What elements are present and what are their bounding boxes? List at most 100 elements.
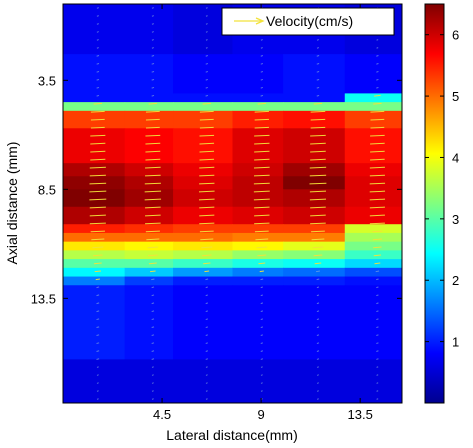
velocity-vector (150, 270, 156, 273)
velocity-vector (372, 238, 382, 241)
heatmap-cell (283, 189, 346, 208)
velocity-vector (96, 334, 100, 337)
heatmap-cell (283, 102, 346, 112)
heatmap-cell (344, 102, 402, 112)
velocity-vector (144, 198, 162, 201)
velocity-vector (205, 342, 208, 344)
heatmap-cell (124, 128, 174, 164)
velocity-vector (374, 262, 381, 265)
velocity-vector (316, 382, 319, 384)
velocity-vector (89, 214, 106, 217)
velocity-vector (144, 190, 162, 193)
velocity-vector (151, 7, 154, 9)
velocity-vector (199, 222, 215, 225)
velocity-vector (260, 334, 264, 336)
velocity-vector (260, 366, 263, 368)
velocity-vector (369, 222, 385, 225)
velocity-vector (260, 302, 264, 305)
heatmap-cell (124, 176, 174, 190)
colorbar-tick-label: 4 (452, 150, 459, 165)
velocity-vector (373, 254, 382, 257)
velocity-vector (260, 310, 264, 313)
velocity-vector (205, 398, 208, 400)
heatmap-cell (63, 285, 126, 360)
velocity-vector (370, 110, 385, 113)
heatmap-cell (344, 259, 402, 269)
velocity-vector (376, 358, 379, 360)
velocity-vector (309, 198, 327, 201)
velocity-vector (205, 47, 208, 49)
velocity-vector (96, 63, 100, 65)
velocity-vector (370, 126, 385, 129)
velocity-vector (254, 110, 269, 113)
velocity-vector (145, 214, 161, 217)
heatmap-cell (283, 176, 346, 190)
velocity-vector (309, 190, 327, 193)
velocity-vector (253, 166, 270, 169)
velocity-vector (314, 262, 322, 265)
x-tick-label: 4.5 (153, 407, 171, 422)
velocity-vector (376, 382, 379, 384)
velocity-vector (255, 238, 269, 241)
velocity-vector (310, 214, 326, 217)
colorbar-tick-label: 5 (452, 89, 459, 104)
velocity-vector (376, 326, 379, 329)
velocity-vector (309, 166, 327, 169)
heatmap-cell (173, 54, 234, 94)
velocity-vector (198, 198, 215, 201)
velocity-vector (310, 142, 326, 145)
heatmap-cell (124, 359, 174, 403)
velocity-vector (253, 198, 270, 201)
velocity-vector (96, 94, 100, 97)
x-axis-ticks: 4.5 9 13.5 (153, 4, 373, 422)
velocity-vector (148, 262, 157, 265)
velocity-vector (309, 182, 327, 185)
velocity-vector (258, 262, 266, 265)
heatmap-cell (232, 102, 284, 112)
colorbar-tick-label: 6 (452, 28, 459, 43)
velocity-vector (310, 158, 326, 161)
colorbar-tick-label: 2 (452, 273, 459, 288)
velocity-vector (198, 190, 215, 193)
velocity-vector (145, 174, 161, 177)
heatmap-cell (63, 54, 126, 94)
velocity-vector (370, 142, 385, 145)
heatmap-cell (124, 102, 174, 112)
velocity-vector (96, 15, 99, 17)
velocity-vector (370, 134, 385, 137)
heatmap-cell (63, 163, 126, 177)
velocity-vector (376, 47, 379, 49)
velocity-vector (202, 102, 211, 105)
velocity-vector (253, 190, 270, 193)
heatmap-cell (124, 267, 174, 278)
velocity-vector (92, 246, 104, 249)
colorbar-tick-label: 3 (452, 212, 459, 227)
velocity-vector (93, 254, 103, 257)
velocity-vector (260, 94, 264, 97)
legend: Velocity(cm/s) (221, 7, 395, 36)
heatmap-cell (283, 128, 346, 164)
heatmap-cell (173, 93, 234, 103)
heatmap-cell (232, 250, 284, 260)
heatmap-cell (344, 163, 402, 177)
velocity-vector (260, 294, 264, 297)
velocity-vector (199, 230, 214, 233)
velocity-vector (376, 310, 379, 313)
velocity-vector (369, 206, 385, 209)
heatmap-cell (124, 250, 174, 260)
velocity-vector (96, 358, 100, 360)
heatmap-cell (173, 259, 234, 269)
velocity-vector (316, 334, 320, 336)
velocity-vector (96, 350, 100, 352)
velocity-vector (376, 278, 379, 281)
heatmap-cell (344, 128, 402, 164)
velocity-vector (316, 78, 320, 81)
velocity-vector (369, 174, 385, 177)
velocity-vector (145, 166, 161, 169)
heatmap-cell (344, 54, 402, 94)
heatmap-cell (173, 224, 234, 234)
velocity-vector (316, 374, 319, 376)
velocity-vector (89, 174, 106, 177)
velocity-vector (373, 102, 382, 105)
velocity-vector (96, 366, 99, 368)
